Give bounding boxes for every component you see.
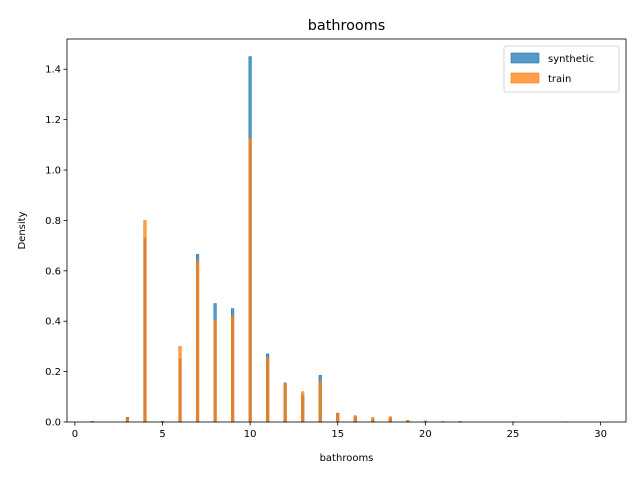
plot-frame [66,38,627,423]
bar-train-6 [178,346,182,423]
x-tick-label: 30 [594,429,607,440]
y-tick-label: 0.6 [45,266,61,277]
legend-label-train: train [548,74,571,85]
y-tick-label: 0.8 [45,216,61,227]
x-tick-label: 10 [244,429,257,440]
bar-train-10 [248,138,252,423]
x-axis-label: bathrooms [320,453,374,464]
chart-title: bathrooms [308,18,385,34]
bar-train-9 [231,315,235,423]
legend-swatch-synthetic [510,52,540,64]
y-tick-label: 1.4 [45,65,61,76]
legend-swatch-train [510,72,540,84]
bar-train-4 [143,220,147,423]
bar-train-15 [336,413,340,423]
series-train [90,138,568,423]
y-tick-label: 1.0 [45,166,61,177]
x-axis: 0 5 10 15 20 25 30 [72,422,607,440]
bar-train-18 [388,416,392,423]
y-tick-label: 1.2 [45,115,61,126]
bar-train-3 [125,418,130,423]
bar-train-11 [266,357,270,423]
x-tick-label: 15 [331,429,344,440]
x-tick-label: 5 [159,429,165,440]
y-axis-label: Density [17,211,28,249]
legend: synthetic train [503,45,620,93]
legend-label-synthetic: synthetic [548,54,594,65]
y-axis: 0.0 0.2 0.4 0.6 0.8 1.0 1.2 1.4 [45,65,67,429]
y-tick-label: 0.0 [45,418,61,429]
bar-train-7 [195,260,200,423]
bar-train-12 [283,383,287,423]
bar-train-17 [371,417,375,423]
y-tick-label: 0.2 [45,367,61,378]
x-tick-label: 20 [419,429,432,440]
bar-train-16 [353,415,357,423]
bar-train-14 [318,381,322,423]
x-tick-label: 25 [507,429,520,440]
y-tick-label: 0.4 [45,317,61,328]
bar-train-13 [301,391,305,423]
bar-train-8 [213,319,217,423]
x-tick-label: 0 [72,429,78,440]
